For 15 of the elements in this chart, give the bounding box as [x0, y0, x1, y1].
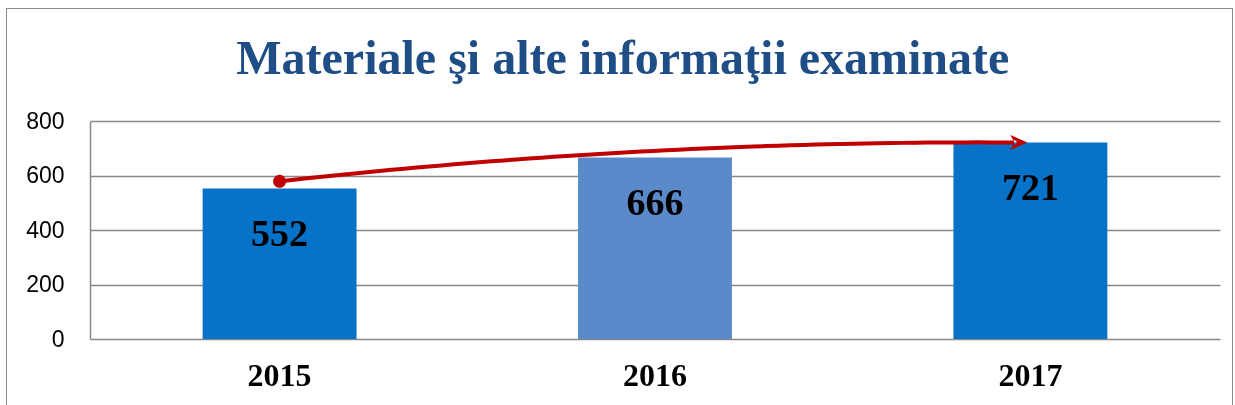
data-label: 552: [251, 211, 309, 254]
y-tick-label: 0: [51, 325, 65, 352]
data-label: 721: [1001, 165, 1059, 208]
y-tick-label: 800: [26, 107, 65, 134]
chart-title: Materiale şi alte informaţii examinate: [236, 31, 1010, 84]
bar: [202, 188, 357, 339]
y-tick-label: 600: [26, 162, 65, 188]
y-tick-label: 200: [26, 271, 65, 297]
bar: [578, 157, 732, 339]
data-label: 666: [626, 180, 684, 223]
bar: [953, 142, 1108, 339]
x-tick-label: 2016: [623, 356, 687, 393]
x-tick-label: 2015: [247, 356, 312, 393]
y-tick-label: 400: [26, 216, 65, 243]
x-tick-label: 2017: [998, 356, 1063, 393]
